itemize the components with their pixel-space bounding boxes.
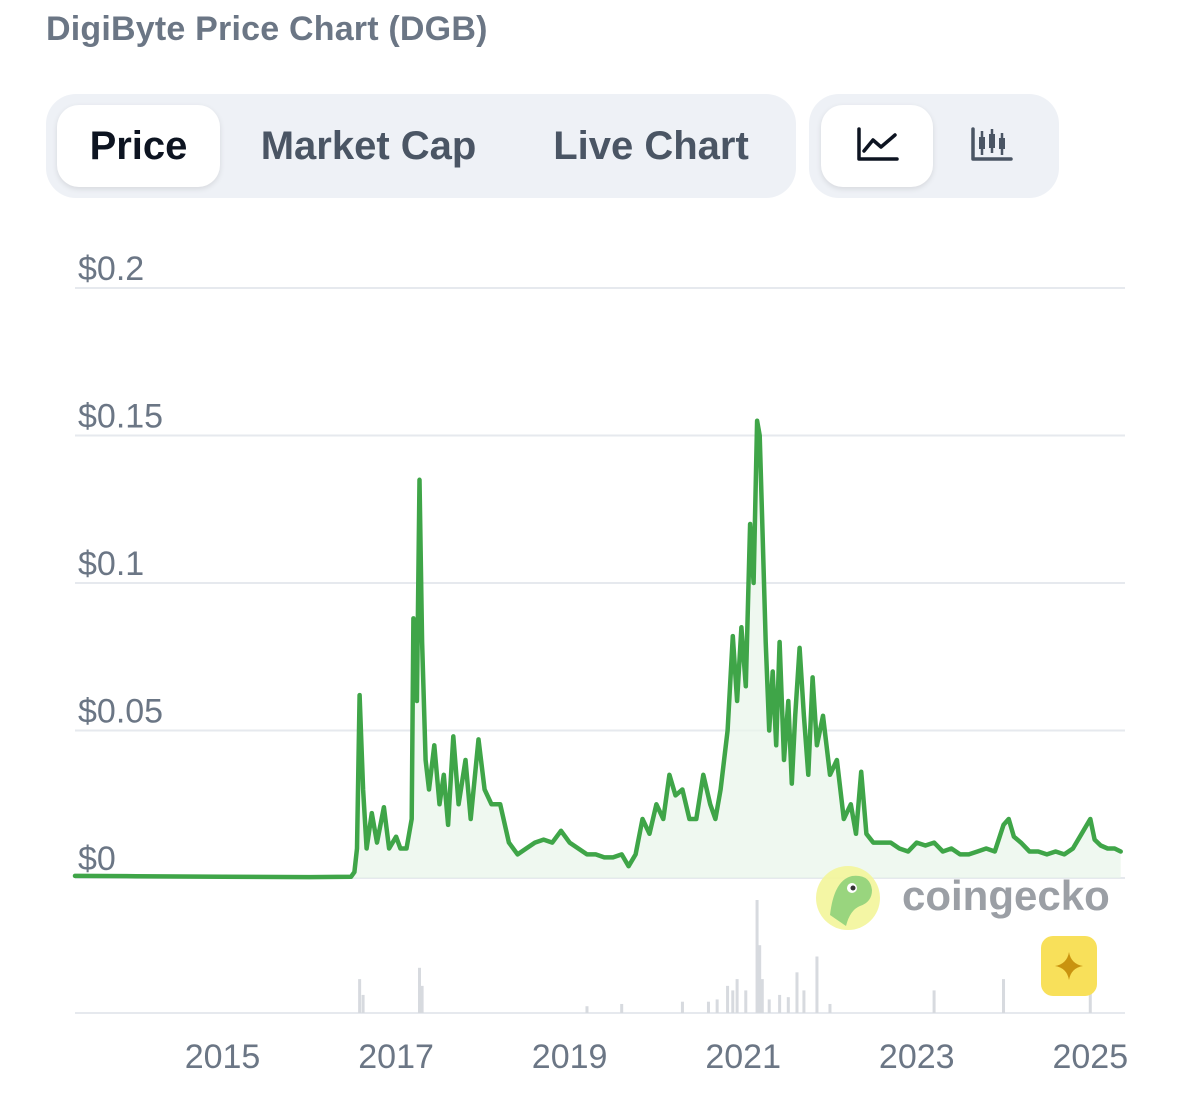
tab-price[interactable]: Price [57,105,220,187]
volume-bar [715,999,719,1013]
tab-live-chart[interactable]: Live Chart [553,124,749,168]
sparkle-icon [1055,952,1083,980]
volume-bar [585,1006,589,1013]
volume-bar [778,994,782,1013]
gecko-head-shape [830,875,872,926]
watermark-text: coingecko [902,872,1110,919]
price-series-line[interactable] [72,418,1123,880]
volume-bar [1088,985,1092,1013]
line-chart-icon [857,127,899,161]
y-tick-label: $0.2 [78,250,144,288]
volume-bar [361,994,365,1013]
price-area-fill [75,420,1121,878]
volume-bar [731,990,735,1013]
chart-type-tabs: Price Market Cap Live Chart [46,94,796,198]
x-tick-label: 2017 [358,1038,434,1076]
volume-bar [620,1003,624,1013]
ai-assistant-button[interactable] [1041,936,1097,996]
volume-bar [755,900,759,1013]
x-tick-label: 2019 [532,1038,608,1076]
line-chart-button[interactable] [821,105,933,187]
volume-bar [680,1001,684,1013]
y-tick-label: $0.1 [78,545,144,583]
y-tick-label: $0.15 [78,398,163,436]
volume-bar [758,945,762,1013]
volume-bar [802,990,806,1013]
volume-bar [358,979,362,1013]
volume-bar [760,979,764,1013]
volume-bar [420,985,424,1013]
volume-bar [706,1001,710,1013]
volume-bar [828,1003,832,1013]
page-title: DigiByte Price Chart (DGB) [46,10,488,48]
chart-view-toggle [809,94,1059,198]
volume-bar [815,956,819,1013]
x-tick-label: 2025 [1052,1038,1128,1076]
tab-market-cap[interactable]: Market Cap [260,124,477,168]
volume-bar [786,997,790,1013]
volume-bar [767,999,771,1013]
volume-bar [1002,979,1006,1013]
candlestick-icon [971,127,1013,161]
x-tick-label: 2015 [185,1038,261,1076]
volume-bar [418,967,422,1013]
watermark: coingecko [816,866,1110,930]
volume-bar [726,985,730,1013]
x-tick-label: 2023 [879,1038,955,1076]
x-tick-label: 2021 [705,1038,781,1076]
volume-bar [795,972,799,1013]
y-tick-label: $0 [78,840,116,878]
volume-bar [744,990,748,1013]
candlestick-button[interactable] [935,105,1047,187]
gecko-pupil [850,885,856,891]
volume-bar [735,979,739,1013]
volume-bar [932,990,936,1013]
y-tick-label: $0.05 [78,693,163,731]
